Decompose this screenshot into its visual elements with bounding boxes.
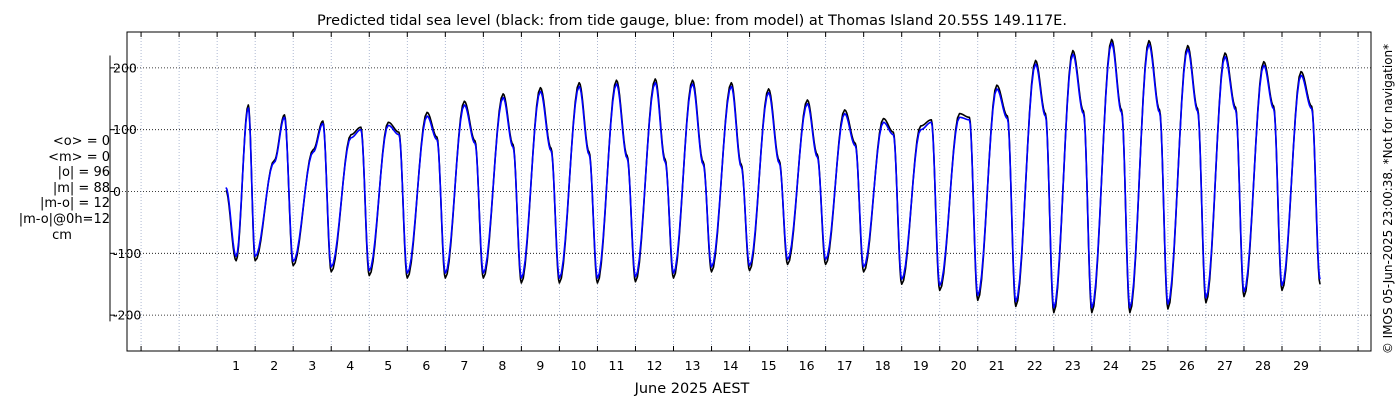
x-tick-label: 22 — [1027, 358, 1043, 373]
series-lines — [225, 38, 1321, 314]
x-tick-label: 27 — [1217, 358, 1233, 373]
y-tick-label: 100 — [113, 122, 137, 137]
x-tick-label: 28 — [1255, 358, 1271, 373]
x-tick-label: 13 — [685, 358, 701, 373]
x-tick-label: 11 — [609, 358, 625, 373]
x-tick-label: 25 — [1141, 358, 1157, 373]
x-tick-label: 18 — [875, 358, 891, 373]
x-tick-label: 1 — [232, 358, 240, 373]
x-axis-label: June 2025 AEST — [634, 381, 750, 397]
x-tick-label: 4 — [346, 358, 354, 373]
x-tick-label: 15 — [761, 358, 777, 373]
x-tick-label: 19 — [913, 358, 929, 373]
x-tick-label: 9 — [536, 358, 544, 373]
plot-frame — [126, 31, 1372, 352]
copyright-notice: © IMOS 05-Jun-2025 23:00:38. *Not for na… — [1381, 44, 1395, 354]
x-tick-label: 6 — [422, 358, 430, 373]
x-tick-label: 29 — [1293, 358, 1309, 373]
x-tick-label: 17 — [837, 358, 853, 373]
x-tick-label: 12 — [647, 358, 663, 373]
grid-lines — [110, 32, 1371, 351]
x-tick-label: 16 — [799, 358, 815, 373]
series-tide-gauge-line — [225, 38, 1321, 314]
x-tick-label: 23 — [1065, 358, 1081, 373]
stat-abs-difference-0h: |m-o|@0h=12 — [18, 211, 110, 227]
x-tick-label: 2 — [270, 358, 278, 373]
x-tick-label: 20 — [951, 358, 967, 373]
x-tick-label: 3 — [308, 358, 316, 373]
stat-abs-observed: |o| = 96 — [57, 165, 110, 181]
x-tick-label: 26 — [1179, 358, 1195, 373]
stat-unit: cm — [52, 227, 72, 243]
chart-title: Predicted tidal sea level (black: from t… — [317, 13, 1067, 29]
statistics-panel: <o> = 0 <m> = 0 |o| = 96 |m| = 88 |m-o| … — [0, 134, 112, 243]
x-tick-label: 14 — [723, 358, 739, 373]
y-tick-label: 0 — [113, 184, 121, 199]
stat-mean-model: <m> = 0 — [48, 149, 110, 165]
x-tick-label: 5 — [384, 358, 392, 373]
y-tick-label: -100 — [113, 246, 141, 261]
x-tick-label: 10 — [570, 358, 586, 373]
x-tick-label: 8 — [498, 358, 506, 373]
x-tick-label: 7 — [460, 358, 468, 373]
y-tick-label: -200 — [113, 308, 141, 323]
stat-abs-difference: |m-o| = 12 — [39, 196, 110, 212]
stat-abs-model: |m| = 88 — [52, 180, 110, 196]
stat-mean-observed: <o> = 0 — [52, 134, 110, 149]
x-tick-label: 21 — [989, 358, 1005, 373]
y-tick-label: 200 — [113, 60, 137, 75]
series-model-line — [225, 42, 1321, 309]
x-tick-label: 24 — [1103, 358, 1119, 373]
